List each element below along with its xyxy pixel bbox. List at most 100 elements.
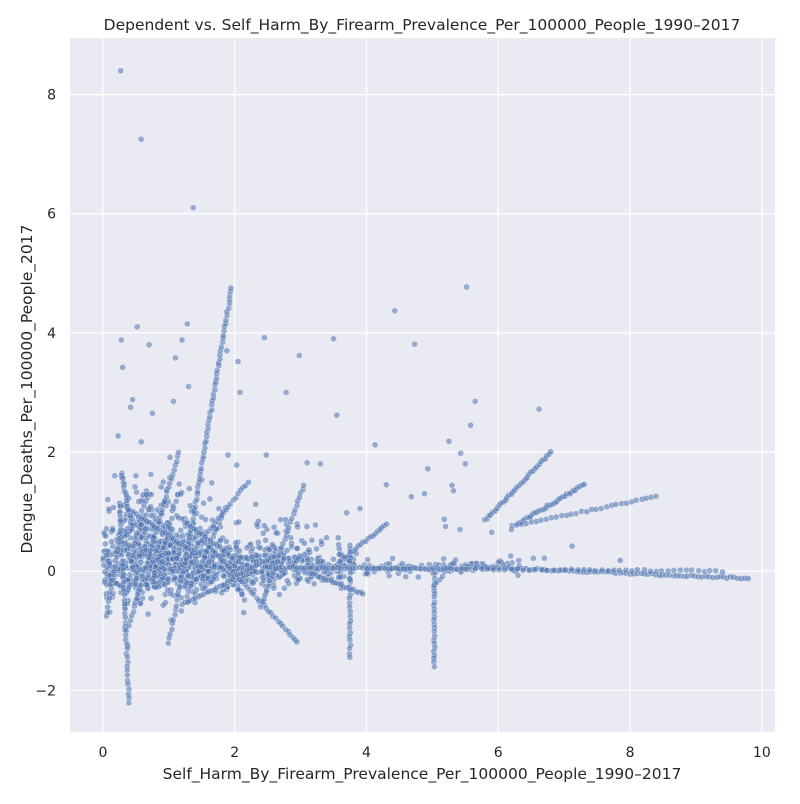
scatter-point: [173, 555, 180, 562]
scatter-point: [294, 555, 302, 562]
scatter-point: [165, 639, 172, 647]
scatter-point: [172, 498, 180, 505]
scatter-point: [346, 548, 354, 556]
scatter-point: [111, 563, 119, 570]
scatter-point: [147, 471, 155, 478]
scatter-point: [241, 596, 248, 604]
y-tick-label: 2: [47, 445, 56, 461]
scatter-point: [113, 553, 121, 561]
scatter-point: [253, 520, 261, 528]
scatter-point: [235, 518, 243, 526]
scatter-point: [268, 541, 276, 548]
scatter-point: [514, 565, 521, 573]
scatter-point: [592, 506, 600, 513]
scatter-point: [295, 576, 302, 584]
scatter-point: [612, 501, 620, 508]
scatter-point: [136, 552, 143, 560]
scatter-point: [243, 544, 251, 552]
scatter-point: [313, 545, 320, 553]
scatter-point: [147, 595, 155, 602]
scatter-point: [128, 526, 136, 533]
scatter-point: [445, 438, 453, 445]
scatter-point: [158, 506, 166, 514]
scatter-point: [495, 566, 503, 574]
scatter-point: [135, 498, 143, 505]
scatter-point: [652, 493, 660, 500]
scatter-point: [140, 502, 148, 510]
scatter-point: [586, 566, 593, 574]
scatter-point: [337, 573, 344, 581]
scatter-point: [300, 482, 307, 489]
scatter-point: [591, 567, 599, 575]
scatter-point: [317, 460, 324, 468]
scatter-point: [102, 532, 110, 540]
scatter-point: [106, 594, 113, 602]
scatter-point: [456, 526, 464, 533]
scatter-point: [359, 590, 366, 598]
scatter-point: [508, 526, 515, 533]
scatter-point: [336, 545, 343, 553]
scatter-point: [424, 465, 432, 472]
scatter-point: [109, 527, 117, 534]
scatter-point: [501, 566, 508, 574]
scatter-point: [421, 490, 428, 497]
scatter-point: [318, 538, 325, 545]
scatter-point: [664, 567, 672, 575]
scatter-point: [294, 545, 301, 552]
scatter-point: [330, 556, 337, 563]
scatter-point: [478, 565, 485, 572]
scatter-point: [169, 567, 177, 575]
scatter-point: [228, 554, 236, 562]
scatter-point: [408, 493, 415, 500]
scatter-point: [118, 336, 125, 344]
scatter-point: [250, 591, 257, 598]
scatter-point: [145, 341, 153, 349]
x-axis-ticks: 0 2 4 6 8 10: [98, 745, 770, 761]
scatter-point: [111, 472, 119, 480]
scatter-point: [263, 451, 270, 459]
scatter-point: [168, 515, 176, 522]
scatter-point: [133, 529, 141, 537]
scatter-point: [281, 585, 288, 592]
scatter-point: [161, 539, 169, 546]
chart-title: Dependent vs. Self_Harm_By_Firearm_Preva…: [104, 16, 741, 35]
scatter-point: [463, 283, 470, 291]
scatter-point: [252, 501, 259, 508]
scatter-point: [616, 567, 623, 574]
scatter-point: [508, 566, 516, 573]
scatter-point: [440, 516, 448, 523]
scatter-point: [745, 575, 752, 582]
scatter-point: [301, 540, 308, 547]
scatter-point: [270, 523, 278, 531]
scatter-point: [526, 567, 533, 574]
scatter-point: [143, 491, 150, 498]
scatter-point: [641, 566, 648, 573]
scatter-point: [310, 580, 318, 588]
scatter-point: [282, 389, 290, 396]
scatter-point: [147, 503, 154, 511]
scatter-point: [440, 555, 447, 563]
scatter-point: [346, 645, 353, 652]
scatter-point: [364, 556, 371, 563]
scatter-point: [184, 571, 192, 579]
scatter-point: [236, 547, 243, 555]
scatter-point: [519, 566, 527, 574]
scatter-point: [647, 568, 654, 575]
scatter-point: [530, 554, 537, 562]
scatter-point: [233, 461, 240, 469]
scatter-point: [402, 573, 409, 580]
scatter-point: [124, 671, 131, 679]
scatter-point: [177, 490, 184, 498]
scatter-point: [276, 591, 283, 598]
scatter-point: [336, 551, 343, 558]
scatter-point: [597, 505, 605, 512]
x-tick-label: 6: [494, 745, 503, 761]
scatter-point: [293, 638, 301, 646]
scatter-point: [488, 529, 495, 536]
scatter-point: [535, 405, 543, 413]
scatter-point: [262, 536, 269, 544]
scatter-point: [330, 335, 337, 343]
scatter-point: [110, 504, 117, 511]
scatter-point: [164, 575, 172, 583]
